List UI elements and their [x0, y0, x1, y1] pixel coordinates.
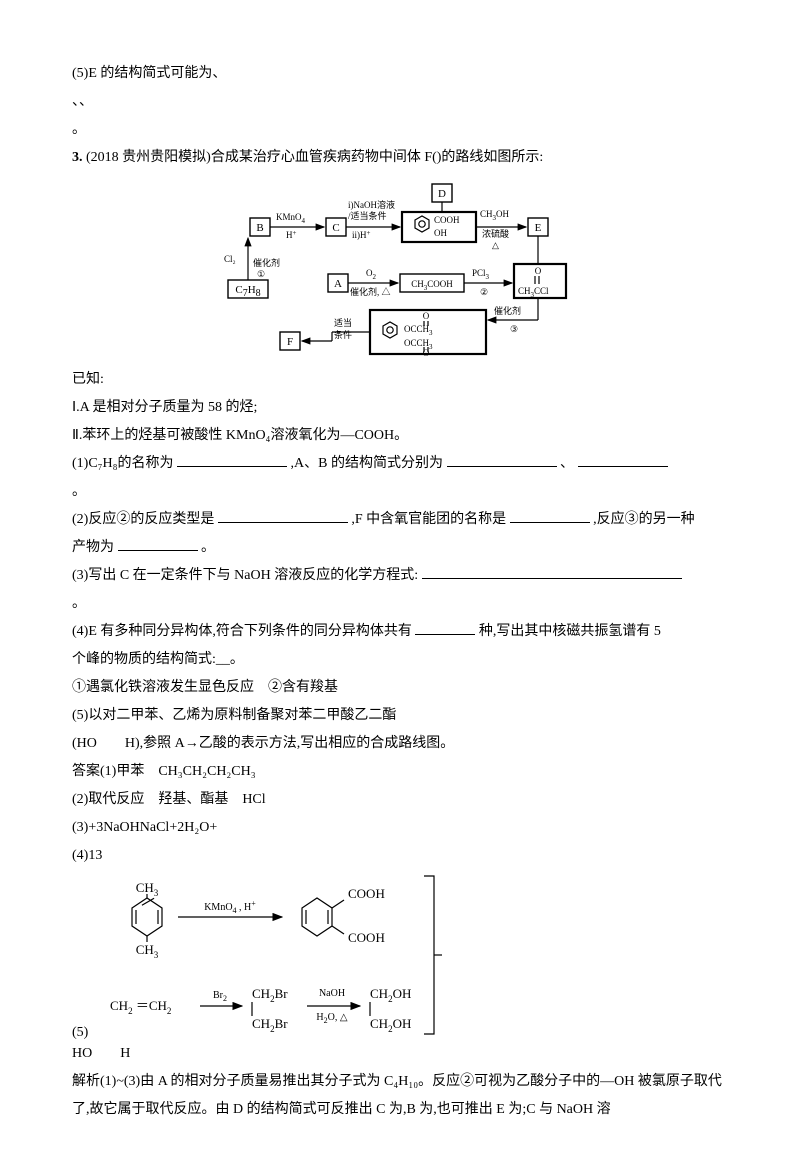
lbl-naoh-cond: /适当条件 [348, 210, 387, 221]
blank-4[interactable] [218, 509, 348, 523]
blank-2[interactable] [447, 453, 557, 467]
sub4-line1: (4)E 有多种同分异构体,符合下列条件的同分异构体共有 种,写出其中核磁共振氢… [72, 618, 728, 646]
lbl-cond3b: 条件 [334, 329, 352, 340]
box-c-label: C [332, 222, 339, 234]
q3-number: 3. [72, 150, 83, 165]
lbl-iih: ii)H+ [352, 229, 371, 240]
sub3-pre: (3)写出 C 在一定条件下与 NaOH 溶液反应的化学方程式: [72, 568, 418, 583]
blank-8[interactable] [415, 621, 475, 635]
sub2-mid2: ,反应③的另一种 [593, 512, 695, 527]
page-body: (5)E 的结构简式可能为、 、、 。 3. (2018 贵州贵阳模拟)合成某治… [0, 0, 800, 1164]
ans2: (2)取代反应 羟基、酯基 HCl [72, 786, 728, 814]
known-i: Ⅰ.A 是相对分子质量为 58 的烃; [72, 394, 728, 422]
r-ch2br-a: CH2Br [252, 986, 288, 1004]
box-f-label: F [287, 336, 293, 348]
lbl-ch3oh: CH3OH [480, 209, 510, 222]
box-d-label: D [438, 188, 446, 200]
sub2-line2-pre: 产物为 [72, 540, 114, 555]
sub4-line2: 个峰的物质的结构简式:__。 [72, 646, 728, 674]
known-ii: Ⅱ.苯环上的烃基可被酸性 KMnO₄溶液氧化为—COOH。 [72, 422, 728, 450]
r-cooh-bot: COOH [348, 930, 385, 945]
known-label: 已知: [72, 366, 728, 394]
r-ethene: CH2 ＝CH2 [110, 998, 171, 1016]
lbl-cat3: 催化剂 [494, 305, 521, 316]
lbl-delta1: △ [492, 240, 499, 250]
sub2-pre: (2)反应②的反应类型是 [72, 512, 214, 527]
sub4-mid: 种,写出其中核磁共振氢谱有 5 [479, 624, 661, 639]
sub2-line1: (2)反应②的反应类型是 ,F 中含氧官能团的名称是 ,反应③的另一种 [72, 506, 728, 534]
blank-7[interactable] [422, 565, 682, 579]
box-b-label: B [256, 222, 263, 234]
q2-sub5: (5)E 的结构简式可能为、 [72, 60, 728, 88]
r-cooh-top: COOH [348, 886, 385, 901]
sub3-period: 。 [72, 590, 728, 618]
lbl-cond3: 适当 [334, 317, 352, 328]
box-e-label: E [535, 222, 542, 234]
r-naoh: NaOH [319, 988, 345, 999]
sub5-line-b: (HO H),参照 A→乙酸的表示方法,写出相应的合成路线图。 [72, 730, 728, 758]
sub4-pre: (4)E 有多种同分异构体,符合下列条件的同分异构体共有 [72, 624, 412, 639]
lbl-kmno4: KMnO4 [276, 212, 306, 225]
ans3: (3)+3NaOHNaCl+2H₂O+ [72, 814, 728, 842]
r-br2: Br2 [213, 990, 227, 1003]
sub1-line1: (1)C₇H₈的名称为 ,A、B 的结构简式分别为 、 [72, 450, 728, 478]
r-ch3-bot: CH3 [136, 942, 159, 960]
lbl-cat1: 催化剂 [253, 257, 280, 268]
lbl-cat2: 催化剂, △ [350, 286, 391, 297]
lbl-oh: OH [434, 228, 447, 238]
lbl-odbl: O [535, 266, 542, 276]
sub1-pre: (1)C₇H₈的名称为 [72, 456, 174, 471]
lbl-hplus: H+ [286, 229, 297, 240]
ans5-label: (5) [72, 1026, 92, 1040]
q3-heading: 3. (2018 贵州贵阳模拟)合成某治疗心血管疾病药物中间体 F()的路线如图… [72, 144, 728, 172]
route-diagram: CH3 CH3 KMnO4 , H+ COOH COOH CH2 ＝CH2 [92, 870, 512, 1040]
lbl-otop: O [423, 311, 430, 321]
sub3-line1: (3)写出 C 在一定条件下与 NaOH 溶液反应的化学方程式: [72, 562, 728, 590]
sub1-mid2: 、 [560, 456, 574, 471]
lbl-circ3: ③ [510, 324, 518, 334]
sub5-line-a: (5)以对二甲苯、乙烯为原料制备聚对苯二甲酸乙二酯 [72, 702, 728, 730]
box-a-label: A [334, 278, 342, 290]
sub1-period: 。 [72, 478, 728, 506]
scheme-diagram: C7H8 Cl₂ 催化剂 ① B KMnO4 H+ C i)NaOH溶液 /适当… [220, 176, 580, 358]
blank-5[interactable] [510, 509, 590, 523]
sub2-mid1: ,F 中含氧官能团的名称是 [351, 512, 506, 527]
period-line: 。 [72, 116, 728, 144]
sub2-line2: 产物为 。 [72, 534, 728, 562]
sub1-mid: ,A、B 的结构简式分别为 [291, 456, 443, 471]
ans1: 答案(1)甲苯 CH₃CH₂CH₂CH₃ [72, 758, 728, 786]
r-ch2oh-a: CH2OH [370, 986, 411, 1004]
route-diagram-wrap: (5) CH3 CH3 KMnO4 , H+ [72, 870, 728, 1040]
explanation: 解析(1)~(3)由 A 的相对分子质量易推出其分子式为 C₄H₁₀。反应②可视… [72, 1068, 728, 1124]
lbl-pcl3: PCl3 [472, 268, 490, 281]
ans4: (4)13 [72, 842, 728, 870]
comma-line: 、、 [72, 88, 728, 116]
blank-3[interactable] [578, 453, 668, 467]
lbl-conc: 浓硫酸 [482, 228, 509, 239]
lbl-circ1: ① [257, 269, 265, 279]
blank-6[interactable] [118, 537, 198, 551]
q3-source: (2018 贵州贵阳模拟)合成某治疗心血管疾病药物中间体 F()的路线如图所示: [86, 150, 543, 165]
r-ch2br-b: CH2Br [252, 1016, 288, 1034]
r-h2o: H2O, △ [317, 1012, 348, 1025]
r-ch2oh-b: CH2OH [370, 1016, 411, 1034]
lbl-circ2: ② [480, 287, 488, 297]
scheme-diagram-wrap: C7H8 Cl₂ 催化剂 ① B KMnO4 H+ C i)NaOH溶液 /适当… [72, 176, 728, 358]
lbl-o2: O2 [366, 268, 377, 281]
blank-1[interactable] [177, 453, 287, 467]
lbl-cooh: COOH [434, 215, 460, 225]
sub4-cond: ①遇氯化铁溶液发生显色反应 ②含有羧基 [72, 674, 728, 702]
r-kmno4: KMnO4 , H+ [205, 899, 257, 915]
lbl-cl2: Cl₂ [224, 254, 236, 264]
lbl-naoh-top: i)NaOH溶液 [348, 199, 395, 210]
ho-h-line: HO H [72, 1040, 728, 1068]
sub2-line2-tail: 。 [201, 540, 215, 555]
